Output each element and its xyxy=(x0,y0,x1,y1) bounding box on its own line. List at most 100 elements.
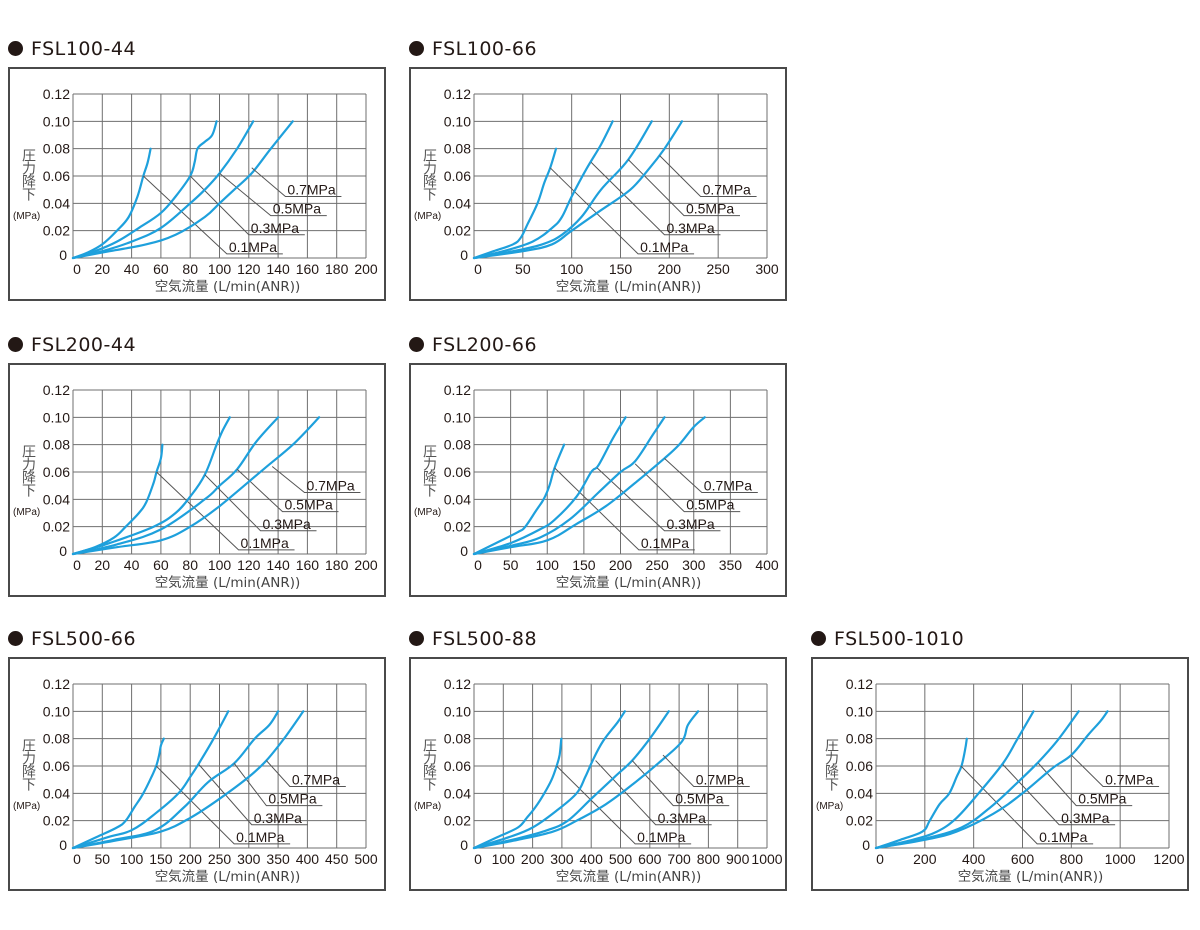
series-label: 0.7MPa xyxy=(287,182,335,198)
series-line-0-7mpa xyxy=(472,120,684,260)
x-tick-label: 600 xyxy=(638,851,662,867)
leader-line xyxy=(236,468,339,513)
y-tick-label: 0.04 xyxy=(43,785,70,801)
leader-line xyxy=(1002,764,1116,826)
series-label: 0.7MPa xyxy=(1105,772,1153,788)
x-tick-label: 160 xyxy=(296,557,320,573)
x-tick-label: 0 xyxy=(474,261,482,277)
x-tick-label: 20 xyxy=(95,557,111,573)
series-line-0-3mpa xyxy=(71,120,218,260)
y-tick-label: 0.02 xyxy=(43,223,70,239)
y-tick-label: 0.06 xyxy=(444,464,471,480)
x-axis-label: 空気流量 (L/min(ANR)) xyxy=(958,869,1104,885)
y-tick-label: 0.12 xyxy=(846,676,873,692)
leader-line xyxy=(1037,762,1133,807)
chart-panel: FSL100-66 0 0.02 0.04 0.06 0.08 0.10 0.12 0 50 100… xyxy=(409,38,789,306)
y-tick-label: 0.02 xyxy=(444,223,471,239)
series-label: 0.1MPa xyxy=(236,829,284,845)
series-line-0-7mpa xyxy=(874,710,1109,850)
x-tick-label: 250 xyxy=(208,851,232,867)
leader-line xyxy=(596,467,721,532)
y-tick-label: 0 xyxy=(59,837,67,853)
y-tick-label: 0.08 xyxy=(846,731,873,747)
y-axis-label: 圧力降下 xyxy=(20,444,36,497)
x-tick-label: 1200 xyxy=(1153,851,1184,867)
series-label: 0.5MPa xyxy=(686,201,734,217)
chart-svg: 0 0.02 0.04 0.06 0.08 0.10 0.12 0 20 40 60 80 100 120… xyxy=(13,86,378,295)
y-tick-label: 0.10 xyxy=(444,409,471,425)
y-axis-label: 圧力降下 xyxy=(421,444,437,497)
y-tick-label: 0.08 xyxy=(444,437,471,453)
y-tick-label: 0 xyxy=(460,837,468,853)
y-axis-unit: (MPa) xyxy=(414,211,441,222)
y-tick-label: 0.02 xyxy=(444,813,471,829)
leader-line xyxy=(155,765,291,845)
x-tick-label: 400 xyxy=(296,851,320,867)
x-axis-label: 空気流量 (L/min(ANR)) xyxy=(556,575,702,591)
grid xyxy=(473,93,768,259)
chart-frame xyxy=(409,363,787,597)
leader-line xyxy=(590,161,721,236)
x-tick-label: 200 xyxy=(179,851,203,867)
x-axis-label: 空気流量 (L/min(ANR)) xyxy=(556,869,702,885)
y-tick-label: 0 xyxy=(59,543,67,559)
x-tick-label: 0 xyxy=(73,851,81,867)
y-tick-label: 0 xyxy=(59,247,67,263)
grid xyxy=(72,389,367,555)
x-tick-label: 100 xyxy=(492,851,516,867)
x-tick-label: 0 xyxy=(73,557,81,573)
chart-frame xyxy=(409,657,787,891)
series-line-0-5mpa xyxy=(71,710,280,850)
y-axis-unit: (MPa) xyxy=(414,801,441,812)
x-axis-label: 空気流量 (L/min(ANR)) xyxy=(155,869,301,885)
leader-line xyxy=(960,765,1094,845)
y-tick-label: 0.04 xyxy=(43,491,70,507)
y-axis-unit: (MPa) xyxy=(13,211,40,222)
series-label: 0.7MPa xyxy=(703,182,751,198)
y-tick-label: 0.02 xyxy=(43,519,70,535)
chart-title-text: FSL500-88 xyxy=(432,628,538,650)
y-axis-label: 圧力降下 xyxy=(421,738,437,791)
x-tick-label: 0 xyxy=(73,261,81,277)
series-label: 0.3MPa xyxy=(658,810,706,826)
y-tick-label: 0.08 xyxy=(444,731,471,747)
leader-line xyxy=(549,167,695,255)
leader-line xyxy=(554,467,695,551)
y-axis-unit: (MPa) xyxy=(13,801,40,812)
series-line-0-3mpa xyxy=(472,416,627,556)
x-tick-label: 300 xyxy=(237,851,261,867)
chart-title-text: FSL500-66 xyxy=(31,628,137,650)
x-tick-label: 80 xyxy=(182,261,198,277)
leader-line xyxy=(627,159,740,217)
x-tick-label: 300 xyxy=(755,261,779,277)
chart-title: FSL200-44 xyxy=(8,334,136,356)
chart-panel: FSL500-1010 0 0.02 0.04 0.06 0.08 0.10 0.12 0 200… xyxy=(811,628,1191,896)
series-line-0-7mpa xyxy=(472,710,700,850)
series-line-0-3mpa xyxy=(472,710,626,850)
series-line-0-1mpa xyxy=(472,443,566,556)
x-tick-label: 0 xyxy=(474,557,482,573)
series-label: 0.5MPa xyxy=(686,497,734,513)
chart-title-text: FSL500-1010 xyxy=(834,628,965,650)
series-label: 0.3MPa xyxy=(251,220,299,236)
y-axis-label: 圧力降下 xyxy=(421,148,437,201)
leader-line xyxy=(631,760,730,807)
x-tick-label: 400 xyxy=(962,851,986,867)
x-tick-label: 350 xyxy=(719,557,743,573)
x-tick-label: 200 xyxy=(354,557,378,573)
x-tick-label: 250 xyxy=(645,557,669,573)
y-tick-label: 0.04 xyxy=(444,785,471,801)
chart-title-text: FSL100-66 xyxy=(432,38,538,60)
series-line-0-5mpa xyxy=(472,416,666,556)
series-label: 0.7MPa xyxy=(704,478,752,494)
y-tick-label: 0.12 xyxy=(444,382,471,398)
series-label: 0.5MPa xyxy=(268,791,316,807)
series-line-0-1mpa xyxy=(71,737,165,850)
x-tick-label: 50 xyxy=(503,557,519,573)
y-tick-label: 0.10 xyxy=(444,113,471,129)
x-tick-label: 800 xyxy=(697,851,721,867)
x-tick-label: 600 xyxy=(1011,851,1035,867)
x-tick-label: 40 xyxy=(124,557,140,573)
y-axis-unit: (MPa) xyxy=(13,507,40,518)
series-label: 0.1MPa xyxy=(637,829,685,845)
